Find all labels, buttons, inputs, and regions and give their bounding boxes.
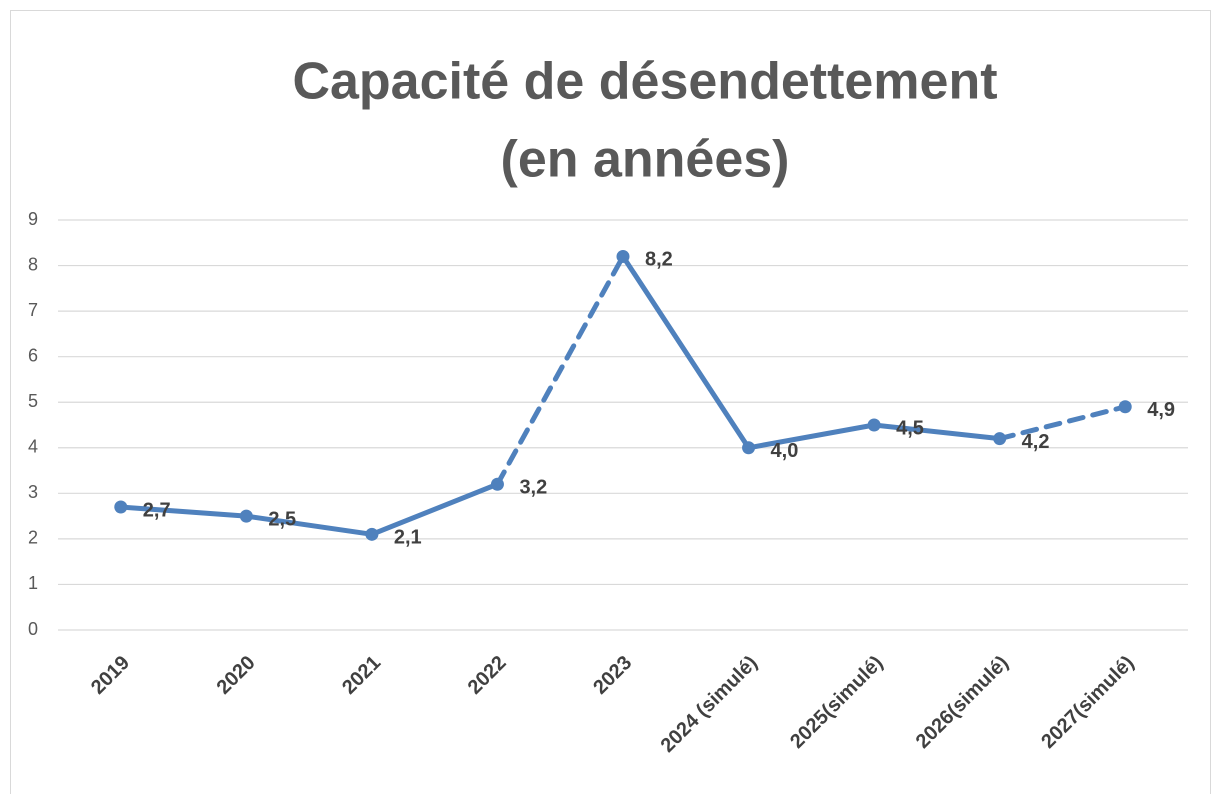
y-tick-label: 4: [28, 437, 38, 457]
chart-title: Capacité de désendettement: [292, 53, 997, 111]
y-tick-label: 1: [28, 573, 38, 593]
y-tick-label: 2: [28, 528, 38, 548]
y-tick-label: 3: [28, 482, 38, 502]
point: [1118, 400, 1132, 414]
point: [490, 477, 504, 491]
line-segment: [997, 404, 1128, 442]
y-tick-label: 6: [28, 345, 38, 365]
data-label: 2,5: [268, 508, 296, 530]
y-tick-label: 7: [28, 300, 38, 320]
line-segment: [118, 504, 249, 519]
point: [239, 509, 253, 523]
point: [616, 249, 630, 263]
data-label: 4,5: [896, 417, 924, 439]
line-segment: [494, 253, 626, 487]
data-label: 8,2: [645, 249, 673, 271]
y-tick-label: 5: [28, 391, 38, 411]
line-segment: [620, 253, 752, 451]
data-label: 4,0: [771, 440, 799, 462]
point: [867, 418, 881, 432]
point: [365, 527, 379, 541]
chart-title: (en années): [501, 131, 790, 189]
y-tick-label: 8: [28, 254, 38, 274]
line-segment: [746, 422, 877, 451]
y-tick-label: 9: [28, 209, 38, 229]
line-segment: [369, 481, 500, 537]
line-segment: [871, 422, 1003, 442]
data-label: 4,2: [1022, 431, 1050, 453]
line-segment: [243, 513, 375, 537]
data-label: 2,7: [143, 499, 171, 521]
data-label: 4,9: [1147, 399, 1175, 421]
point: [114, 500, 128, 514]
y-tick-label: 0: [28, 619, 38, 639]
data-label: 3,2: [519, 477, 547, 499]
point: [742, 441, 756, 455]
point: [993, 432, 1007, 446]
data-label: 2,1: [394, 527, 422, 549]
